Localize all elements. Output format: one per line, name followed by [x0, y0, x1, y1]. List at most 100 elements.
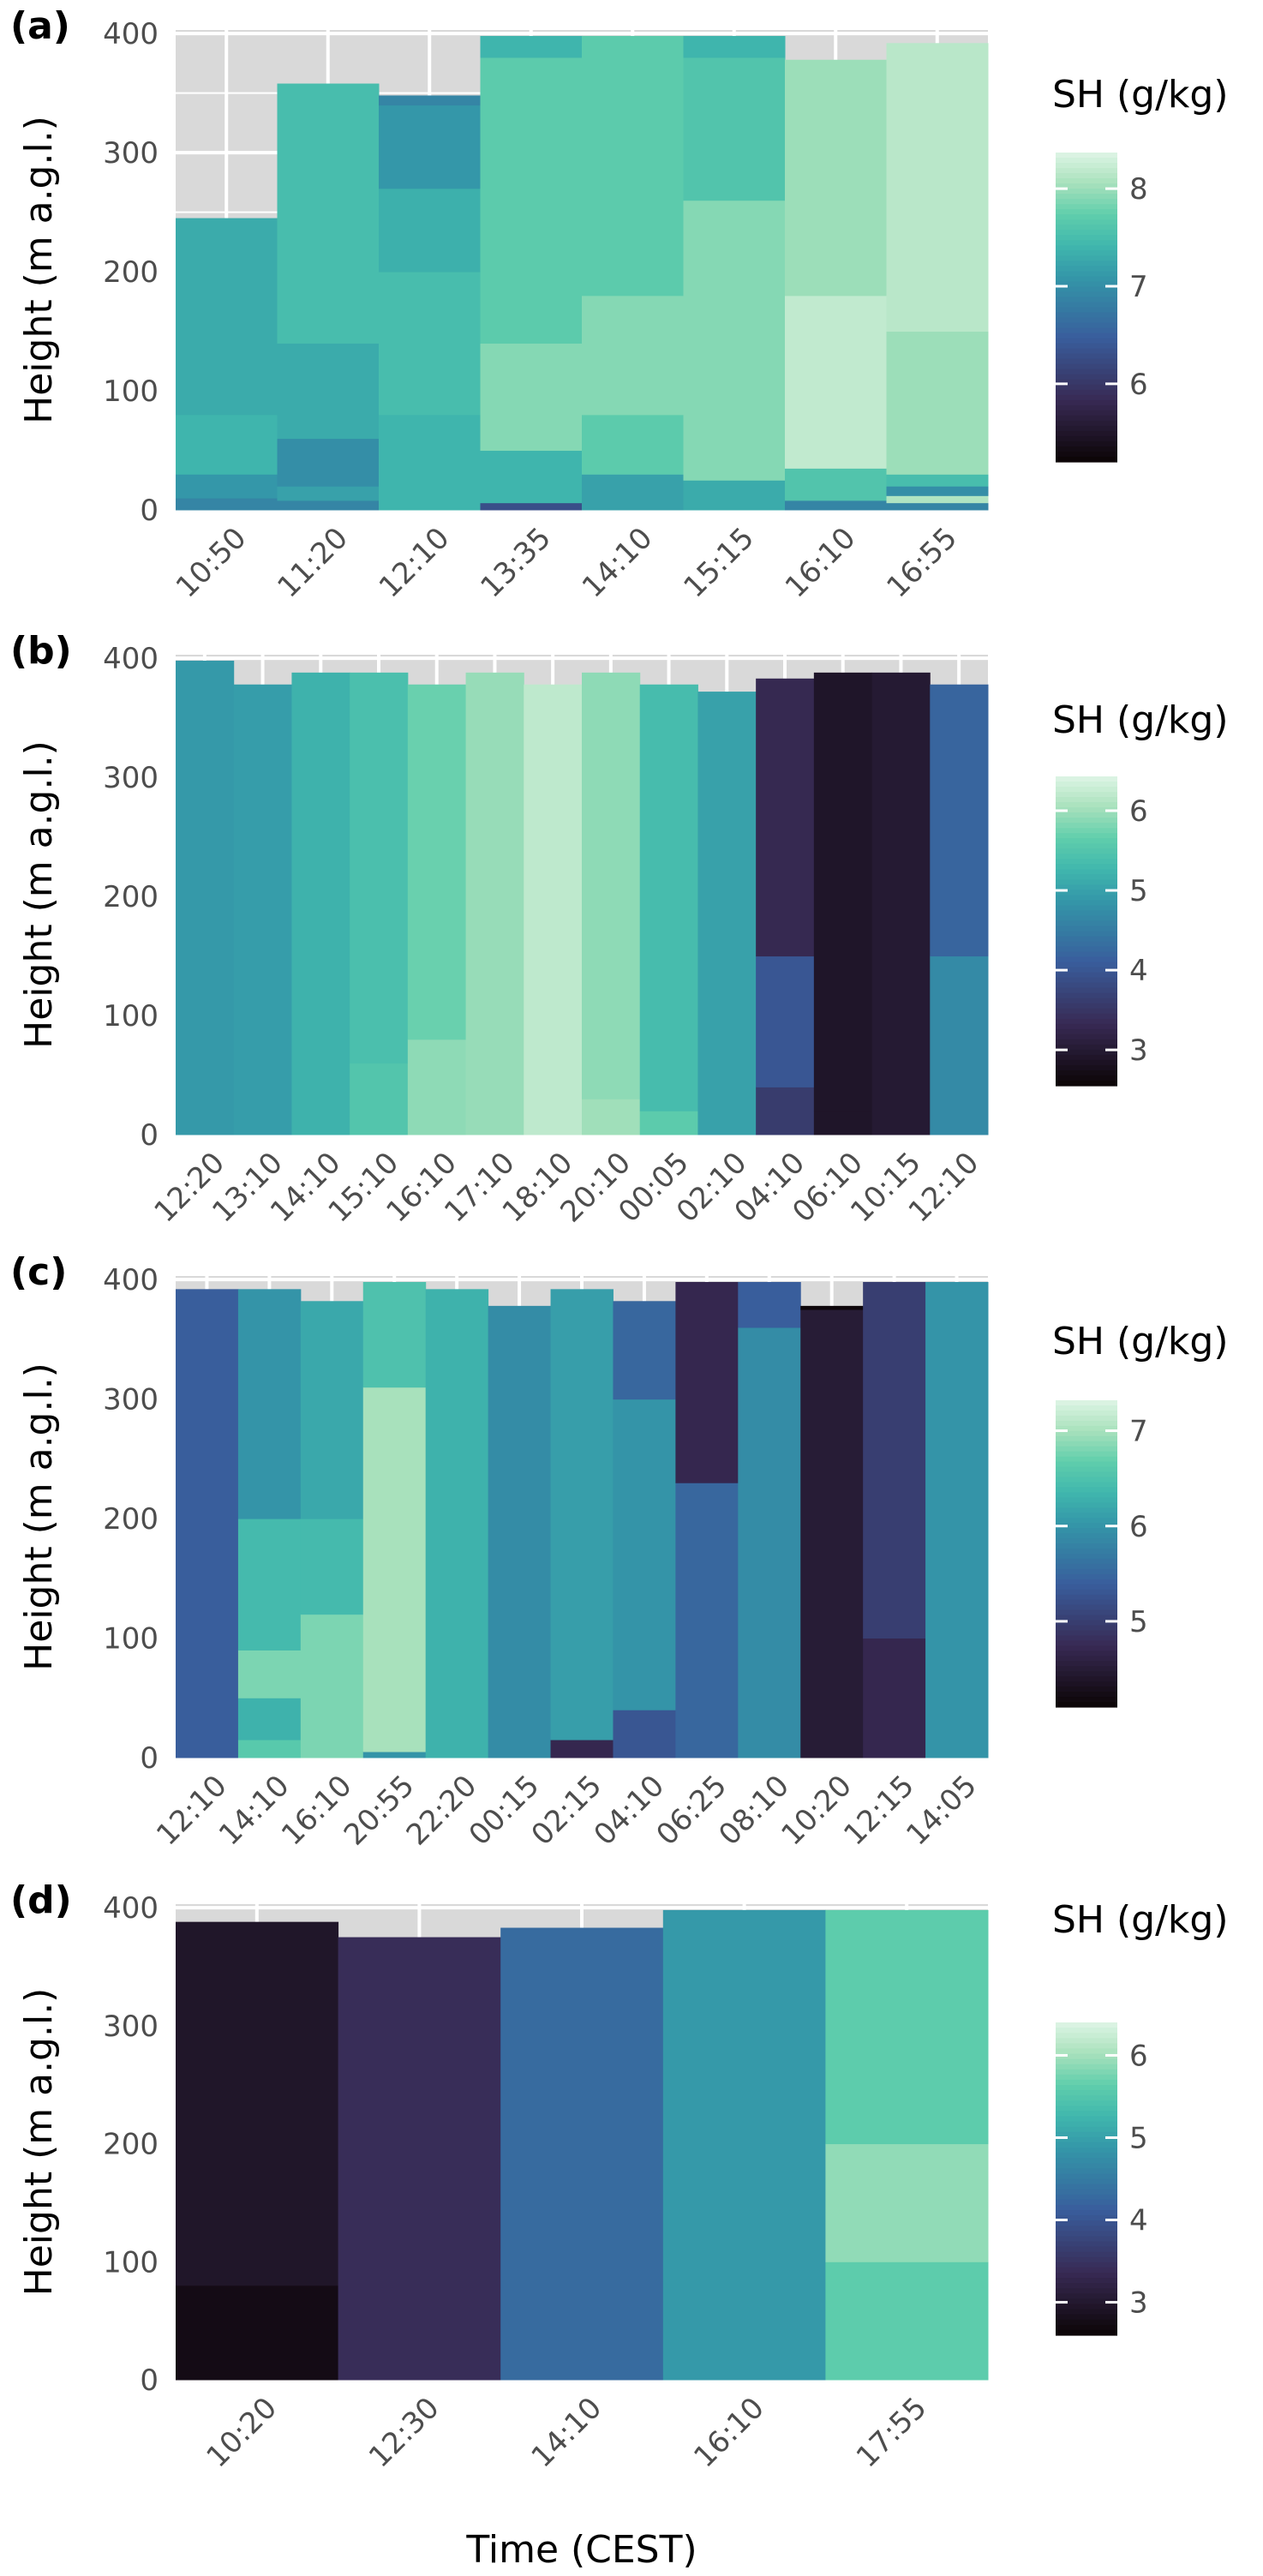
colorbar-segment [1056, 1033, 1117, 1040]
profile-column [176, 660, 235, 1135]
y-tick-label: 400 [103, 1891, 159, 1926]
colorbar-segment [1056, 828, 1117, 834]
profile-column [379, 95, 481, 511]
y-tick-label: 0 [140, 494, 159, 528]
heatmap-cell [683, 35, 786, 58]
colorbar-segment [1056, 2178, 1117, 2185]
colorbar-segment [1056, 915, 1117, 922]
colorbar-segment [1056, 1044, 1117, 1051]
colorbar-segment [1056, 425, 1117, 432]
legend-tick-label: 3 [1129, 1033, 1148, 1068]
colorbar-segment [1056, 854, 1117, 860]
heatmap-cell [237, 1698, 302, 1740]
legend-tick-label: 6 [1129, 794, 1148, 829]
legend-tick-label: 5 [1129, 1605, 1148, 1639]
colorbar-segment [1056, 890, 1117, 896]
heatmap-cell [785, 59, 887, 297]
profile-column [863, 1281, 926, 1758]
profile-column [550, 1289, 614, 1758]
colorbar-segment [1056, 1446, 1117, 1453]
colorbar-segment [1056, 2319, 1117, 2326]
heatmap-cell [176, 1921, 339, 2286]
colorbar-segment [1056, 420, 1117, 427]
profile-column [582, 35, 684, 511]
heatmap-cell [379, 272, 481, 416]
colorbar-segment [1056, 291, 1117, 298]
colorbar-segment [1056, 1456, 1117, 1463]
colorbar-segment [1056, 2090, 1117, 2096]
heatmap-cell [277, 500, 380, 511]
colorbar-segment [1056, 2273, 1117, 2279]
heatmap-cell [697, 692, 757, 1135]
colorbar-segment [1056, 332, 1117, 339]
legend-tick-label: 6 [1129, 368, 1148, 402]
colorbar-segment [1056, 2267, 1117, 2273]
colorbar-segment [1056, 1650, 1117, 1656]
color-legend: SH (g/kg) 6 7 8 [1052, 73, 1229, 463]
colorbar-segment [1056, 2033, 1117, 2039]
heatmap-cell [237, 1650, 302, 1698]
colorbar-segment [1056, 987, 1117, 994]
x-tick-label: 14:10 [212, 1769, 296, 1853]
heatmap-cell [379, 105, 481, 189]
heatmap-cell [176, 2285, 339, 2381]
profile-column [613, 1301, 676, 1758]
colorbar-segment [1056, 1435, 1117, 1442]
panel-label: (c) [10, 1250, 67, 1294]
heatmap-cell [639, 1111, 698, 1135]
colorbar-segment [1056, 189, 1117, 195]
heatmap-cell [176, 498, 278, 511]
colorbar-segment [1056, 2121, 1117, 2128]
y-tick-label: 0 [140, 1741, 159, 1776]
colorbar-segment [1056, 312, 1117, 319]
colorbar-segment [1056, 343, 1117, 350]
colorbar-segment [1056, 219, 1117, 225]
heatmap-cell [500, 1927, 664, 2381]
colorbar-segment [1056, 848, 1117, 854]
colorbar-segment [1056, 1676, 1117, 1682]
colorbar-segment [1056, 1054, 1117, 1061]
profile-column [350, 672, 409, 1135]
y-tick-label: 200 [103, 2128, 159, 2162]
colorbar-segment [1056, 214, 1117, 220]
y-tick-label: 100 [103, 2245, 159, 2279]
y-tick-label: 300 [103, 761, 159, 795]
y-axis-title: Height (m a.g.l.) [17, 1988, 61, 2297]
colorbar-segment [1056, 209, 1117, 215]
profile-column [277, 83, 380, 511]
colorbar-segment [1056, 2283, 1117, 2289]
color-legend: SH (g/kg) 5 6 7 [1052, 1320, 1229, 1708]
colorbar-segment [1056, 787, 1117, 793]
colorbar-segment [1056, 1069, 1117, 1076]
heatmap-cell [362, 1387, 427, 1752]
heatmap-cell [237, 1289, 302, 1519]
colorbar-segment [1056, 1579, 1117, 1585]
x-tick-label: 16:55 [880, 521, 964, 605]
colorbar-segment [1056, 884, 1117, 890]
heatmap-cell [582, 474, 684, 511]
heatmap-cell [756, 1087, 815, 1135]
profile-column [738, 1281, 801, 1758]
heatmap-cell [300, 1519, 364, 1615]
heatmap-cell [582, 35, 684, 297]
legend-tick-label: 8 [1129, 172, 1148, 207]
profile-column [176, 1289, 239, 1758]
colorbar-segment [1056, 2038, 1117, 2044]
y-tick-label: 300 [103, 2010, 159, 2044]
colorbar-segment [1056, 1625, 1117, 1632]
colorbar-segment [1056, 874, 1117, 880]
colorbar-segment [1056, 2278, 1117, 2284]
x-tick-label: 06:25 [649, 1769, 733, 1853]
colorbar-segment [1056, 1702, 1117, 1708]
colorbar-segment [1056, 302, 1117, 309]
colorbar-segment [1056, 2314, 1117, 2321]
colorbar-segment [1056, 2303, 1117, 2310]
colorbar-segment [1056, 250, 1117, 256]
colorbar-segment [1056, 2199, 1117, 2206]
heatmap-cell [925, 1281, 989, 1758]
colorbar-segment [1056, 1609, 1117, 1616]
colorbar-segment [1056, 977, 1117, 984]
colorbar-segment [1056, 2022, 1117, 2028]
heatmap-cell [176, 474, 278, 499]
legend-tick-label: 6 [1129, 1510, 1148, 1544]
